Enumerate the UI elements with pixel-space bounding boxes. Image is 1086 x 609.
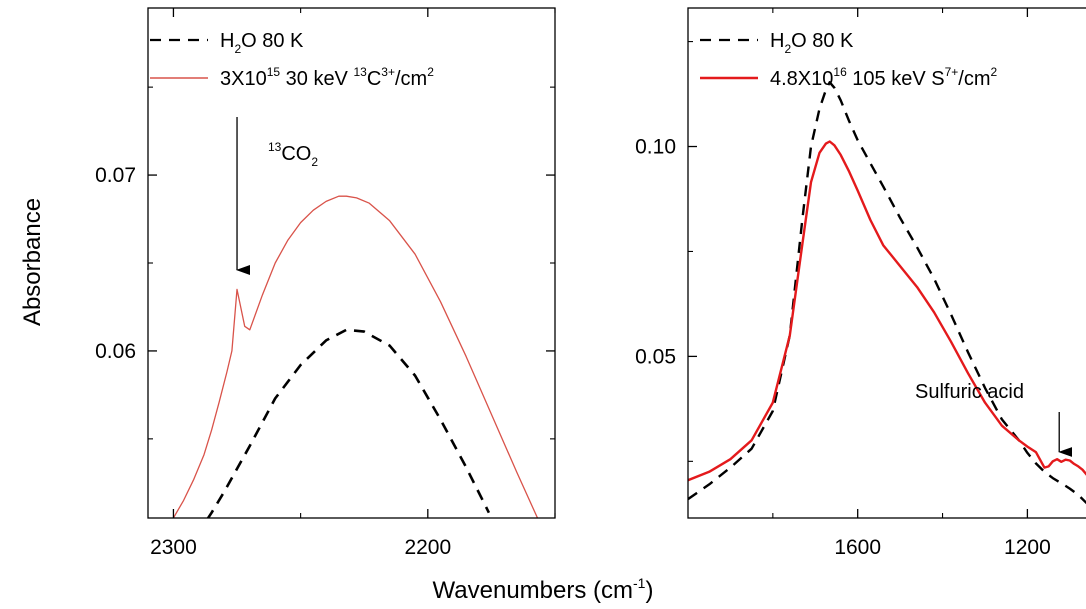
text-part: O 80 K bbox=[791, 30, 854, 52]
legend-label: 3X1015 30 keV 13C3+/cm2 bbox=[220, 65, 434, 90]
legend-label: H2O 80 K bbox=[770, 30, 854, 56]
text-part: /cm bbox=[958, 68, 990, 90]
right-plot-lines bbox=[688, 81, 1086, 505]
text-part: 30 keV bbox=[280, 68, 353, 90]
text-part: 2 bbox=[784, 42, 791, 56]
text-part: 13 bbox=[353, 65, 367, 79]
right-ticks: 1600 1200 0.05 0.10 bbox=[635, 8, 1051, 559]
y-axis-title: Absorbance bbox=[19, 198, 46, 326]
annotation-label: Sulfuric acid bbox=[915, 381, 1024, 403]
left-annotations: 13CO2 bbox=[236, 117, 318, 275]
x-tick-label: 1600 bbox=[834, 536, 881, 559]
text-part: 2 bbox=[427, 65, 434, 79]
text-part: 2 bbox=[311, 155, 318, 169]
h2o-80k-series-line bbox=[206, 328, 491, 518]
annotation-label: 13CO2 bbox=[268, 140, 318, 169]
text-part: 4.8X10 bbox=[770, 68, 833, 90]
text-part: 2 bbox=[234, 42, 241, 56]
text-part: H bbox=[220, 30, 234, 52]
left-ticks: 2300 2200 0.06 0.07 bbox=[95, 8, 556, 559]
text-part: C bbox=[367, 68, 381, 90]
y-tick-label: 0.07 bbox=[95, 164, 136, 187]
text-part: 16 bbox=[833, 65, 847, 79]
h2o-80k-series-line bbox=[688, 81, 1086, 505]
left-plot-lines bbox=[172, 195, 539, 518]
y-tick-label: 0.06 bbox=[95, 340, 136, 363]
x-tick-label: 1200 bbox=[1004, 536, 1051, 559]
x-tick-label: 2200 bbox=[404, 536, 451, 559]
text-part: Sulfuric acid bbox=[915, 381, 1024, 403]
text-part: /cm bbox=[395, 68, 427, 90]
x-axis-title-sup: -1 bbox=[633, 575, 646, 591]
x-tick-label: 2300 bbox=[150, 536, 197, 559]
text-part: 13 bbox=[268, 140, 282, 154]
y-tick-label: 0.05 bbox=[635, 345, 676, 368]
legend-label: 4.8X1016 105 keV S7+/cm2 bbox=[770, 65, 998, 90]
text-part: H bbox=[770, 30, 784, 52]
legend-label: H2O 80 K bbox=[220, 30, 304, 56]
text-part: 105 keV S bbox=[847, 68, 945, 90]
text-part: CO bbox=[281, 143, 311, 165]
y-tick-label: 0.10 bbox=[635, 136, 676, 159]
right-annotations: Sulfuric acid bbox=[915, 381, 1073, 457]
irradiated-series-line bbox=[688, 140, 1086, 482]
text-part: 3+ bbox=[381, 65, 395, 79]
irradiated-series-line bbox=[172, 195, 539, 518]
text-part: 3X10 bbox=[220, 68, 267, 90]
text-part: 15 bbox=[267, 65, 281, 79]
text-part: 7+ bbox=[945, 65, 959, 79]
x-axis-title: Wavenumbers (cm-1) bbox=[433, 575, 654, 604]
text-part: O 80 K bbox=[241, 30, 304, 52]
right-legend: H2O 80 K4.8X1016 105 keV S7+/cm2 bbox=[700, 30, 998, 90]
right-plot-frame bbox=[687, 7, 1086, 519]
x-axis-title-close: ) bbox=[645, 577, 653, 604]
text-part: 2 bbox=[991, 65, 998, 79]
x-axis-title-main: Wavenumbers (cm bbox=[433, 577, 633, 604]
